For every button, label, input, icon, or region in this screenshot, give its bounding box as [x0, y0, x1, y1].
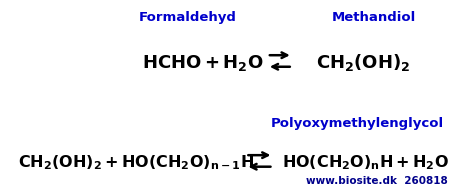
- Text: $\mathbf{HO(CH_2O)_nH + H_2O}$: $\mathbf{HO(CH_2O)_nH + H_2O}$: [282, 153, 449, 172]
- Text: $\mathbf{CH_2(OH)_2}$: $\mathbf{CH_2(OH)_2}$: [316, 52, 411, 73]
- Text: Polyoxymethylenglycol: Polyoxymethylenglycol: [271, 117, 444, 130]
- Text: Formaldehyd: Formaldehyd: [138, 11, 236, 24]
- Text: Methandiol: Methandiol: [332, 11, 417, 24]
- Text: $\mathbf{CH_2(OH)_2 + HO(CH_2O)_{n-1}H}$: $\mathbf{CH_2(OH)_2 + HO(CH_2O)_{n-1}H}$: [18, 153, 254, 172]
- Text: $\mathbf{HCHO + H_2O}$: $\mathbf{HCHO + H_2O}$: [142, 53, 263, 73]
- Text: www.biosite.dk  260818: www.biosite.dk 260818: [306, 176, 447, 186]
